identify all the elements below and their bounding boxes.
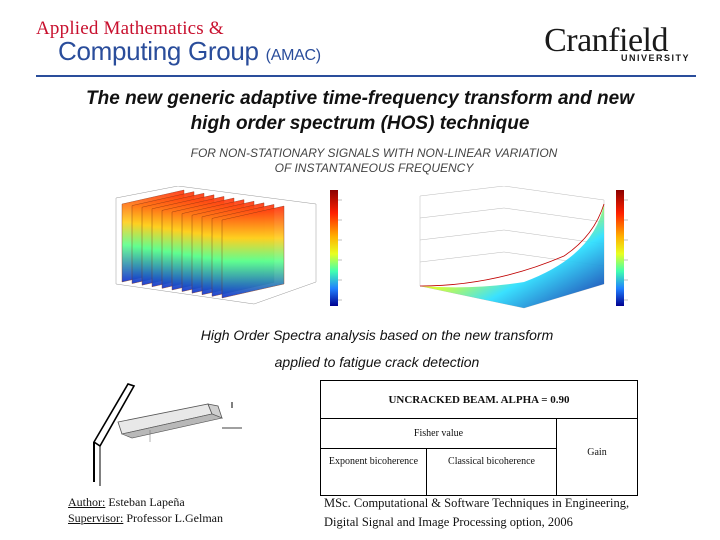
supervisor-name: Professor L.Gelman: [126, 511, 223, 525]
plot-right-colorbar: [616, 190, 624, 306]
page-subtitle: FOR NON-STATIONARY SIGNALS WITH NON-LINE…: [0, 146, 720, 176]
amac-abbrev: (AMAC): [265, 47, 321, 64]
amac-group-name: Computing Group: [58, 36, 259, 66]
cranfield-university-label: UNIVERSITY: [620, 53, 690, 63]
author-label: Author:: [68, 495, 106, 509]
plot-right-colorbar-ticks: [624, 199, 628, 301]
amac-logo: Applied Mathematics & Computing Group (A…: [36, 18, 356, 66]
degree-footer-line2: Digital Signal and Image Processing opti…: [324, 515, 573, 529]
cantilever-beam-diagram: [92, 383, 242, 486]
degree-footer-line1: MSc. Computational & Software Techniques…: [324, 496, 630, 510]
page-subtitle-line2: OF INSTANTANEOUS FREQUENCY: [274, 161, 474, 175]
plot-right-surface-edge: [419, 203, 605, 287]
supervisor-label: Supervisor:: [68, 511, 124, 525]
hos-caption-line2: applied to fatigue crack detection: [274, 354, 480, 370]
page-title-line1: The new generic adaptive time-frequency …: [86, 88, 634, 109]
plot-right-surface: [420, 204, 604, 308]
beam-underside: [120, 413, 224, 439]
plot-left-slices: [121, 189, 285, 299]
plot-left-colorbar: [330, 190, 338, 306]
author-block: Author: Esteban Lapeña Supervisor: Profe…: [68, 494, 223, 526]
beam-wall: [92, 383, 136, 448]
page-title: The new generic adaptive time-frequency …: [0, 86, 720, 136]
amac-logo-line1: Applied Mathematics &: [36, 18, 224, 39]
page-subtitle-line1: FOR NON-STATIONARY SIGNALS WITH NON-LINE…: [190, 146, 558, 160]
cranfield-logo: Cranfield UNIVERSITY: [526, 22, 696, 70]
author-name: Esteban Lapeña: [108, 495, 185, 509]
spectrum-plot-right: [419, 186, 628, 309]
author-line: Author: Esteban Lapeña: [68, 494, 223, 510]
hos-caption-line1: High Order Spectra analysis based on the…: [200, 327, 554, 343]
plot-left-colorbar-ticks: [338, 199, 342, 301]
table-title: UNCRACKED BEAM. ALPHA = 0.90: [321, 381, 637, 419]
table-header-gain: Gain: [587, 447, 607, 458]
header-divider: [36, 75, 696, 77]
supervisor-line: Supervisor: Professor L.Gelman: [68, 510, 223, 526]
spectrum-slice: [221, 205, 285, 299]
cranfield-wordmark: Cranfield: [544, 22, 668, 59]
plot-left-axes: [115, 186, 317, 305]
fisher-results-table: UNCRACKED BEAM. ALPHA = 0.90 Fisher valu…: [320, 380, 638, 496]
table-header-classical: Classical bicoherence: [427, 449, 557, 495]
table-header-fisher: Fisher value: [321, 419, 557, 449]
page-title-line2: high order spectrum (HOS) technique: [190, 113, 530, 134]
amac-logo-line2: Computing Group (AMAC): [58, 36, 321, 67]
spectrum-plot-left: [115, 186, 342, 306]
degree-footer: MSc. Computational & Software Techniques…: [324, 494, 704, 532]
hos-caption: High Order Spectra analysis based on the…: [0, 322, 720, 376]
table-header-exponent: Exponent bicoherence: [321, 449, 427, 495]
